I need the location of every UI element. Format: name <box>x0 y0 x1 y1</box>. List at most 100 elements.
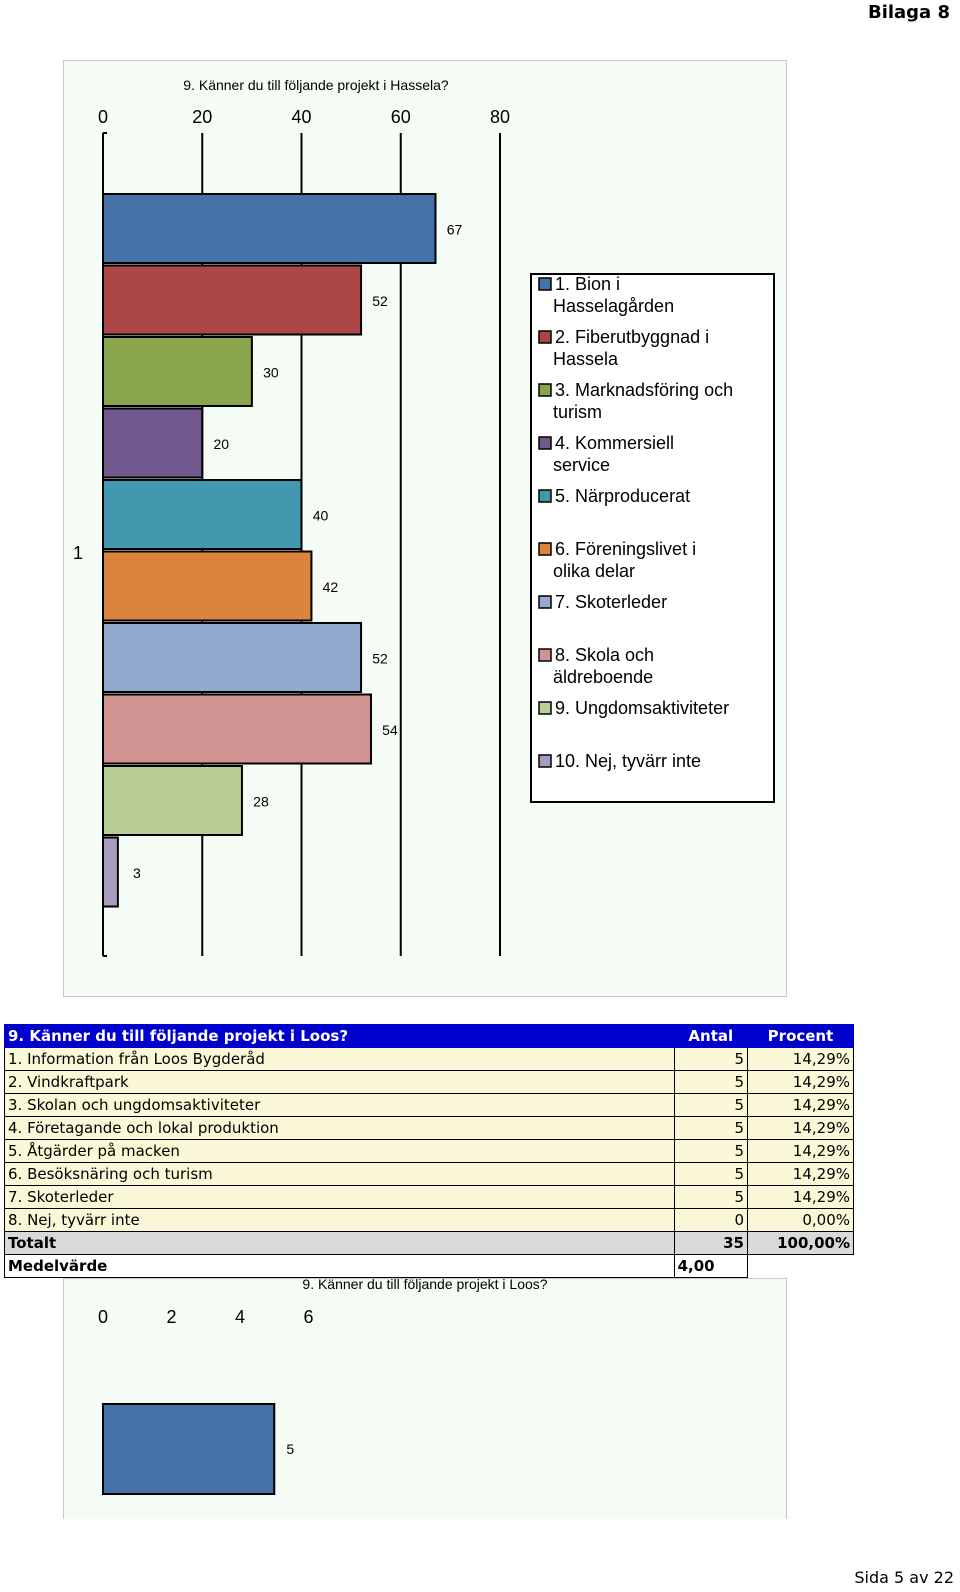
legend-swatch <box>538 277 552 291</box>
x-tick-label: 80 <box>490 107 510 127</box>
x-tick-label: 0 <box>98 1307 108 1327</box>
table-row: 1. Information från Loos Bygderåd 5 14,29% <box>4 1047 855 1071</box>
legend-entry-line: 8. Skola och <box>555 645 654 665</box>
data-label: 52 <box>372 651 388 667</box>
mean-row: Medelvärde 4,00 <box>4 1254 854 1278</box>
table-row: 4. Företagande och lokal produktion 5 14,2… <box>4 1116 855 1140</box>
table-row: 2. Vindkraftpark 5 14,29% <box>4 1070 855 1094</box>
legend-entry-line: 7. Skoterleder <box>555 592 667 612</box>
row-count: 5 <box>673 1070 748 1094</box>
mean-value: 4,00 <box>673 1254 748 1278</box>
bar <box>102 1403 276 1495</box>
row-percent: 14,29% <box>746 1070 855 1094</box>
legend-entry-line: Hassela <box>553 349 619 369</box>
data-label: 40 <box>313 508 329 524</box>
row-count: 5 <box>673 1093 748 1117</box>
total-count: 35 <box>673 1231 748 1255</box>
row-count: 5 <box>673 1185 748 1209</box>
data-label: 20 <box>213 436 229 452</box>
legend-swatch <box>538 489 552 503</box>
row-percent: 14,29% <box>746 1139 855 1163</box>
legend-entry: 9. Ungdomsaktiviteter <box>555 698 729 718</box>
legend-entry-line: 9. Ungdomsaktiviteter <box>555 698 729 718</box>
legend-swatch <box>538 542 552 556</box>
bar <box>102 407 204 479</box>
page-header: Bilaga 8 <box>867 2 950 23</box>
x-tick-label: 60 <box>391 107 411 127</box>
col-header-percent: Procent <box>746 1024 855 1048</box>
loos-bar-chart: 9. Känner du till följande projekt i Loo… <box>98 1276 548 1495</box>
legend-swatch <box>538 701 552 715</box>
legend-entry-line: 6. Föreningslivet i <box>555 539 696 559</box>
row-label: 7. Skoterleder <box>4 1185 675 1209</box>
data-label: 28 <box>253 794 269 810</box>
chart-title: 9. Känner du till följande projekt i Has… <box>183 77 449 93</box>
chart-panel-loos: 9. Känner du till följande projekt i Loo… <box>63 1276 787 1519</box>
data-label: 3 <box>133 865 141 881</box>
row-percent: 14,29% <box>746 1093 855 1117</box>
x-tick-label: 6 <box>303 1307 313 1327</box>
table-row: 6. Besöksnäring och turism 5 14,29% <box>4 1162 855 1186</box>
legend-entry-line: 1. Bion i <box>555 274 620 294</box>
x-tick-label: 4 <box>235 1307 245 1327</box>
legend-entry: 5. Närproducerat <box>555 486 690 506</box>
legend-entry: 1. Bion i Hasselagården <box>553 274 674 316</box>
mean-label: Medelvärde <box>4 1254 675 1278</box>
hassela-bar-chart: 9. Känner du till följande projekt i Has… <box>73 77 775 957</box>
x-tick-label: 0 <box>98 107 108 127</box>
legend-swatch <box>538 648 552 662</box>
legend-entry: 8. Skola och äldreboende <box>553 645 654 687</box>
category-label: 1 <box>73 543 83 563</box>
legend-box <box>530 273 775 803</box>
row-count: 0 <box>673 1208 748 1232</box>
row-count: 5 <box>673 1116 748 1140</box>
table-title: 9. Känner du till följande projekt i Loo… <box>4 1024 675 1048</box>
legend-entry: 2. Fiberutbyggnad i Hassela <box>553 327 709 369</box>
bar <box>102 550 313 622</box>
bar <box>102 693 372 765</box>
bar <box>102 765 243 836</box>
row-count: 5 <box>673 1162 748 1186</box>
legend-swatch <box>538 595 552 609</box>
table-row: 7. Skoterleder 5 14,29% <box>4 1185 855 1209</box>
data-label: 42 <box>323 579 339 595</box>
row-percent: 0,00% <box>746 1208 855 1232</box>
legend-swatch <box>538 330 552 344</box>
chart-panel-hassela: 9. Känner du till följande projekt i Has… <box>63 60 787 997</box>
bar <box>102 836 119 908</box>
loos-results-table: 9. Känner du till följande projekt i Loo… <box>4 1024 855 1278</box>
bar <box>102 479 303 550</box>
page-footer: Sida 5 av 22 <box>854 1568 954 1587</box>
total-percent: 100,00% <box>746 1231 855 1255</box>
legend-entry-line: 4. Kommersiell <box>555 433 674 453</box>
bar <box>102 193 437 264</box>
data-label: 30 <box>263 365 279 381</box>
legend-entry: 10. Nej, tyvärr inte <box>555 751 701 771</box>
legend-entry-line: 3. Marknadsföring och <box>555 380 733 400</box>
row-percent: 14,29% <box>746 1047 855 1071</box>
legend-entry-line: Hasselagården <box>553 296 674 316</box>
row-label: 2. Vindkraftpark <box>4 1070 675 1094</box>
x-tick-label: 40 <box>291 107 311 127</box>
x-tick-label: 2 <box>166 1307 176 1327</box>
row-label: 3. Skolan och ungdomsaktiviteter <box>4 1093 675 1117</box>
legend-entry-line: service <box>553 455 610 475</box>
legend-entry: 6. Föreningslivet i olika delar <box>553 539 696 581</box>
legend-entry-line: turism <box>553 402 602 422</box>
row-label: 4. Företagande och lokal produktion <box>4 1116 675 1140</box>
legend-entry-line: 10. Nej, tyvärr inte <box>555 751 701 771</box>
legend-swatch <box>538 383 552 397</box>
data-label: 67 <box>447 222 463 238</box>
bar <box>102 336 253 407</box>
row-percent: 14,29% <box>746 1185 855 1209</box>
bar <box>102 264 363 336</box>
legend-entry-line: 5. Närproducerat <box>555 486 690 506</box>
col-header-count: Antal <box>673 1024 748 1048</box>
row-label: 1. Information från Loos Bygderåd <box>4 1047 675 1071</box>
data-label: 5 <box>286 1441 294 1457</box>
table-row: 5. Åtgärder på macken 5 14,29% <box>4 1139 855 1163</box>
legend-entry-line: olika delar <box>553 561 635 581</box>
legend-swatch <box>538 754 552 768</box>
x-tick-label: 20 <box>192 107 212 127</box>
mean-blank <box>747 1254 854 1278</box>
